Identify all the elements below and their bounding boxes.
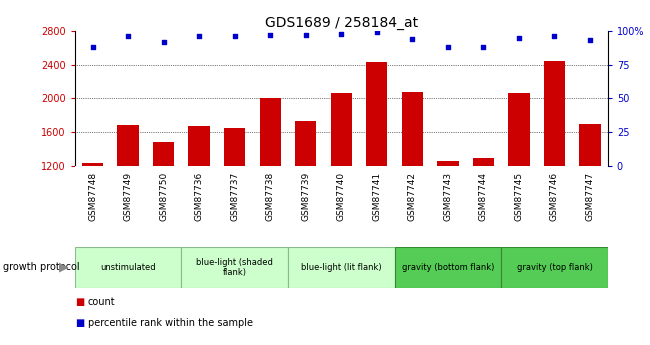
Text: GSM87744: GSM87744 [479, 172, 488, 221]
Text: ■: ■ [75, 318, 84, 327]
Text: GSM87736: GSM87736 [194, 172, 203, 221]
Bar [544, 61, 565, 166]
Text: GSM87738: GSM87738 [266, 172, 275, 221]
Text: GSM87747: GSM87747 [586, 172, 595, 221]
Bar [259, 98, 281, 166]
Bar [473, 158, 494, 166]
Bar [295, 121, 317, 166]
Text: GSM87745: GSM87745 [514, 172, 523, 221]
Point [87, 45, 98, 50]
Bar [224, 128, 245, 166]
Text: GSM87746: GSM87746 [550, 172, 559, 221]
Bar [508, 93, 530, 166]
Bar [579, 125, 601, 166]
Bar [501, 247, 608, 288]
Text: GSM87742: GSM87742 [408, 172, 417, 221]
Point [407, 36, 417, 42]
Bar [402, 91, 423, 166]
Text: growth protocol: growth protocol [3, 263, 80, 272]
Bar [395, 247, 501, 288]
Point [336, 31, 346, 37]
Text: GSM87750: GSM87750 [159, 172, 168, 221]
Text: gravity (bottom flank): gravity (bottom flank) [402, 263, 494, 272]
Point [372, 30, 382, 35]
Text: percentile rank within the sample: percentile rank within the sample [88, 318, 253, 327]
Point [159, 39, 169, 45]
Text: GSM87748: GSM87748 [88, 172, 97, 221]
Bar [118, 125, 138, 166]
Bar [153, 142, 174, 166]
Bar [75, 247, 181, 288]
Point [549, 34, 560, 39]
Bar [437, 161, 458, 166]
Point [585, 38, 595, 43]
Text: unstimulated: unstimulated [100, 263, 156, 272]
Point [443, 45, 453, 50]
Point [514, 35, 524, 41]
Title: GDS1689 / 258184_at: GDS1689 / 258184_at [265, 16, 418, 30]
Bar [331, 93, 352, 166]
Text: gravity (top flank): gravity (top flank) [517, 263, 592, 272]
Text: GSM87749: GSM87749 [124, 172, 133, 221]
Text: GSM87739: GSM87739 [301, 172, 310, 221]
Point [229, 34, 240, 39]
Text: blue-light (shaded
flank): blue-light (shaded flank) [196, 258, 273, 277]
Text: ▶: ▶ [58, 261, 68, 274]
Bar [288, 247, 395, 288]
Bar [188, 126, 210, 166]
Bar [82, 163, 103, 166]
Bar [181, 247, 288, 288]
Text: GSM87741: GSM87741 [372, 172, 382, 221]
Point [194, 34, 204, 39]
Text: ■: ■ [75, 297, 84, 307]
Text: GSM87740: GSM87740 [337, 172, 346, 221]
Point [123, 34, 133, 39]
Text: blue-light (lit flank): blue-light (lit flank) [301, 263, 382, 272]
Point [478, 45, 489, 50]
Text: GSM87737: GSM87737 [230, 172, 239, 221]
Point [300, 32, 311, 38]
Point [265, 32, 276, 38]
Bar [366, 62, 387, 166]
Text: count: count [88, 297, 116, 307]
Text: GSM87743: GSM87743 [443, 172, 452, 221]
